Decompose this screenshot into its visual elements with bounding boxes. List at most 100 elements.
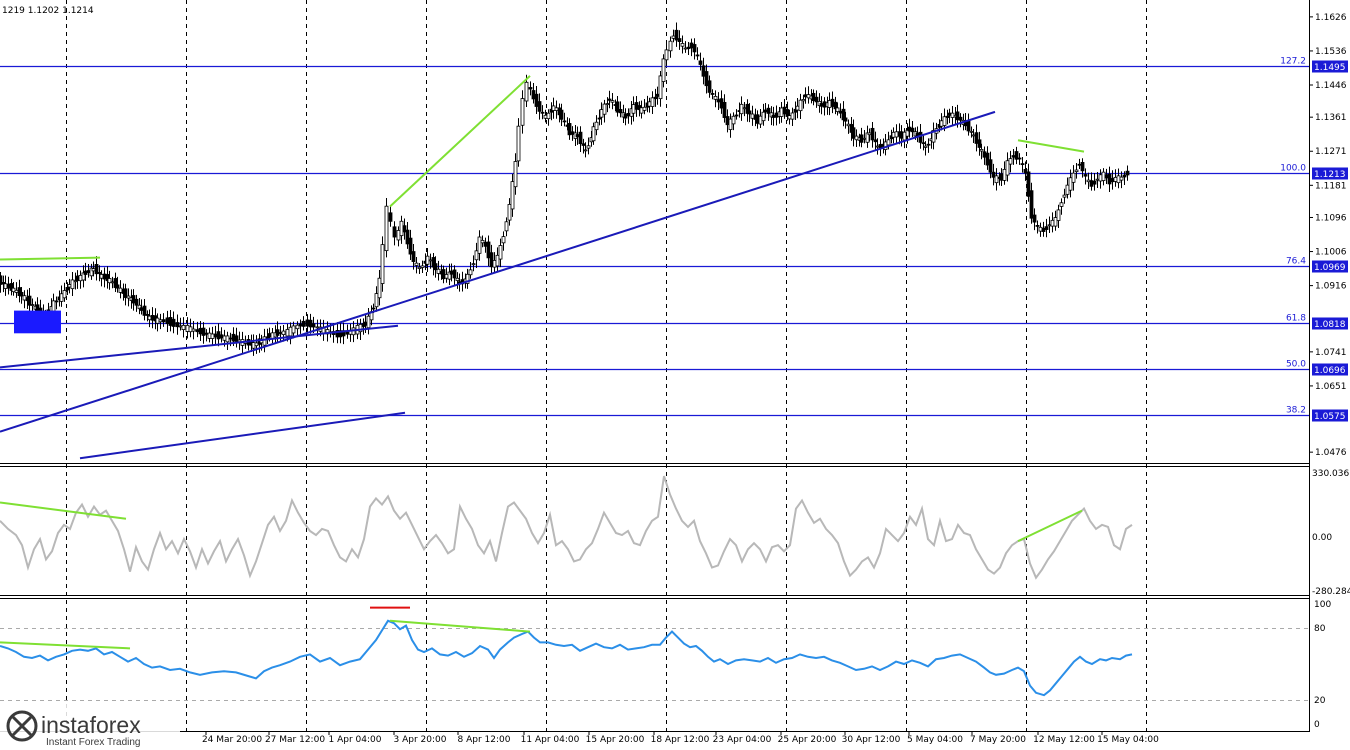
candle-body	[671, 35, 676, 39]
candle-body	[658, 75, 663, 100]
candle-body	[501, 236, 506, 244]
candle-body	[886, 139, 891, 146]
divergence-cci-4	[1017, 509, 1083, 543]
trend-bottom	[79, 411, 406, 460]
candle-body	[27, 295, 32, 306]
candle-body	[524, 81, 529, 102]
candle-body	[698, 60, 703, 65]
candle-body	[1068, 177, 1073, 191]
candle-body	[411, 251, 416, 262]
candle-body	[537, 101, 542, 112]
candle-body	[1065, 184, 1070, 195]
candle-body	[311, 323, 316, 328]
candle-body	[59, 293, 64, 302]
candle-body	[142, 305, 147, 316]
candle-body	[441, 269, 446, 280]
candle-body	[123, 288, 128, 298]
candle-body	[30, 304, 35, 306]
candle-body	[583, 149, 588, 152]
candle-body	[801, 99, 806, 102]
candle-body	[599, 109, 604, 118]
brand-logo: instaforex Instant Forex Trading	[0, 704, 180, 750]
candle-body	[716, 99, 721, 103]
candle-body	[396, 230, 401, 241]
candle-body	[586, 145, 591, 149]
candle-body	[862, 137, 867, 140]
candle-body	[480, 239, 485, 244]
candle-body	[158, 319, 163, 323]
candle-body	[308, 319, 313, 328]
candle-body	[251, 342, 256, 349]
candle-body	[165, 317, 170, 325]
candle-body	[1110, 178, 1115, 183]
candle-body	[315, 326, 320, 329]
candle-body	[486, 241, 491, 259]
rsi-tick-label-0: 100	[1314, 600, 1331, 610]
candle-body	[653, 96, 658, 100]
candle-body	[139, 307, 144, 311]
candle-body	[388, 212, 393, 222]
candle-body	[1005, 160, 1010, 176]
candle-body	[578, 131, 583, 145]
panel-frame	[0, 0, 1310, 732]
candle-body	[787, 115, 792, 120]
price-tick-label-8: 1.0916	[1315, 282, 1347, 292]
rsi-tick-label-3: 0	[1314, 720, 1320, 730]
candle-body	[210, 333, 215, 339]
x-tick-label-10: 30 Apr 12:00	[842, 735, 901, 745]
candle-body	[19, 291, 24, 297]
candle-body	[991, 171, 996, 178]
candle-body	[513, 161, 518, 188]
candle-body	[14, 289, 19, 293]
candle-body	[54, 300, 59, 303]
candle-body	[661, 58, 666, 82]
candle-body	[689, 42, 694, 49]
candle-body	[1116, 175, 1121, 184]
blue-box	[14, 310, 61, 334]
candle-body	[581, 143, 586, 146]
candle-body	[1062, 194, 1067, 198]
candle-body	[1044, 226, 1049, 230]
candle-body	[771, 114, 776, 118]
candle-body	[449, 270, 454, 275]
price-tick-label-0: 1.1626	[1315, 13, 1347, 23]
candle-body	[234, 335, 239, 342]
candle-body	[704, 71, 709, 87]
candle-body	[782, 106, 787, 115]
candle-body	[747, 110, 752, 115]
candle-body	[468, 269, 473, 276]
level-tag-5	[1312, 409, 1348, 422]
candle-body	[683, 47, 688, 50]
candle-body	[528, 87, 533, 90]
candle-body	[262, 336, 267, 346]
candle-body	[763, 109, 768, 113]
candle-body	[377, 277, 382, 299]
candle-body	[875, 145, 880, 148]
candle-body	[126, 295, 131, 299]
brand-tagline: Instant Forex Trading	[46, 737, 141, 748]
x-tick-label-4: 8 Apr 12:00	[458, 735, 511, 745]
candle-body	[910, 127, 915, 133]
candle-body	[955, 111, 960, 121]
candle-body	[1032, 214, 1037, 223]
candle-body	[1086, 179, 1091, 183]
candle-body	[91, 268, 96, 272]
vertical-gridlines	[66, 0, 1147, 731]
candle-body	[465, 273, 470, 284]
candle-body	[631, 104, 636, 114]
level-pct-4: 50.0	[1286, 360, 1306, 370]
candle-body	[559, 109, 564, 120]
candle-body	[366, 315, 371, 329]
level-tag-2	[1312, 260, 1348, 273]
candle-body	[650, 97, 655, 107]
price-tick-label-1: 1.1536	[1315, 47, 1347, 57]
candle-body	[305, 319, 310, 327]
candle-body	[567, 123, 572, 136]
candle-body	[859, 134, 864, 143]
candle-body	[846, 123, 851, 127]
price-tick-label-7: 1.1006	[1315, 248, 1347, 258]
price-tick-label-11: 1.0476	[1315, 448, 1347, 458]
candle-body	[947, 112, 952, 116]
candle-body	[358, 323, 363, 333]
candle-body	[1035, 225, 1040, 227]
